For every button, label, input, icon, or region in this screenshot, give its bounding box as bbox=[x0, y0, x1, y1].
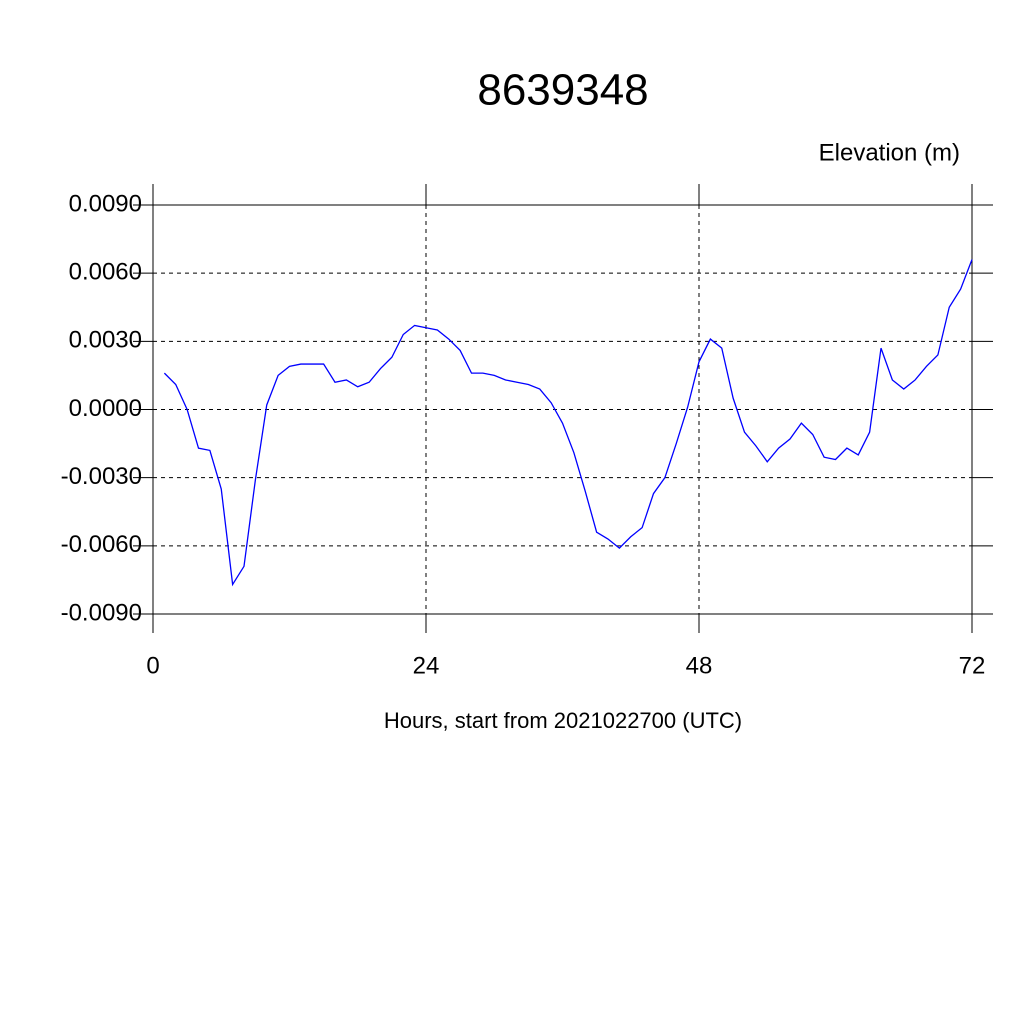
x-tick-label: 72 bbox=[959, 652, 986, 679]
y-tick-label: 0.0030 bbox=[69, 327, 142, 354]
x-tick-label: 24 bbox=[413, 652, 440, 679]
x-tick-label: 48 bbox=[686, 652, 713, 679]
y-tick-label: 0.0060 bbox=[69, 259, 142, 286]
y-tick-label: -0.0030 bbox=[61, 463, 142, 490]
y-tick-label: 0.0000 bbox=[69, 395, 142, 422]
data-line bbox=[163, 259, 973, 587]
x-tick-label: 0 bbox=[146, 652, 159, 679]
y-tick-label: -0.0060 bbox=[61, 531, 142, 558]
chart-subtitle: Elevation (m) bbox=[819, 139, 960, 166]
x-axis-label: Hours, start from 2021022700 (UTC) bbox=[384, 708, 742, 733]
chart-title: 8639348 bbox=[477, 66, 648, 115]
y-tick-label: -0.0090 bbox=[61, 599, 142, 626]
y-tick-label: 0.0090 bbox=[69, 190, 142, 217]
